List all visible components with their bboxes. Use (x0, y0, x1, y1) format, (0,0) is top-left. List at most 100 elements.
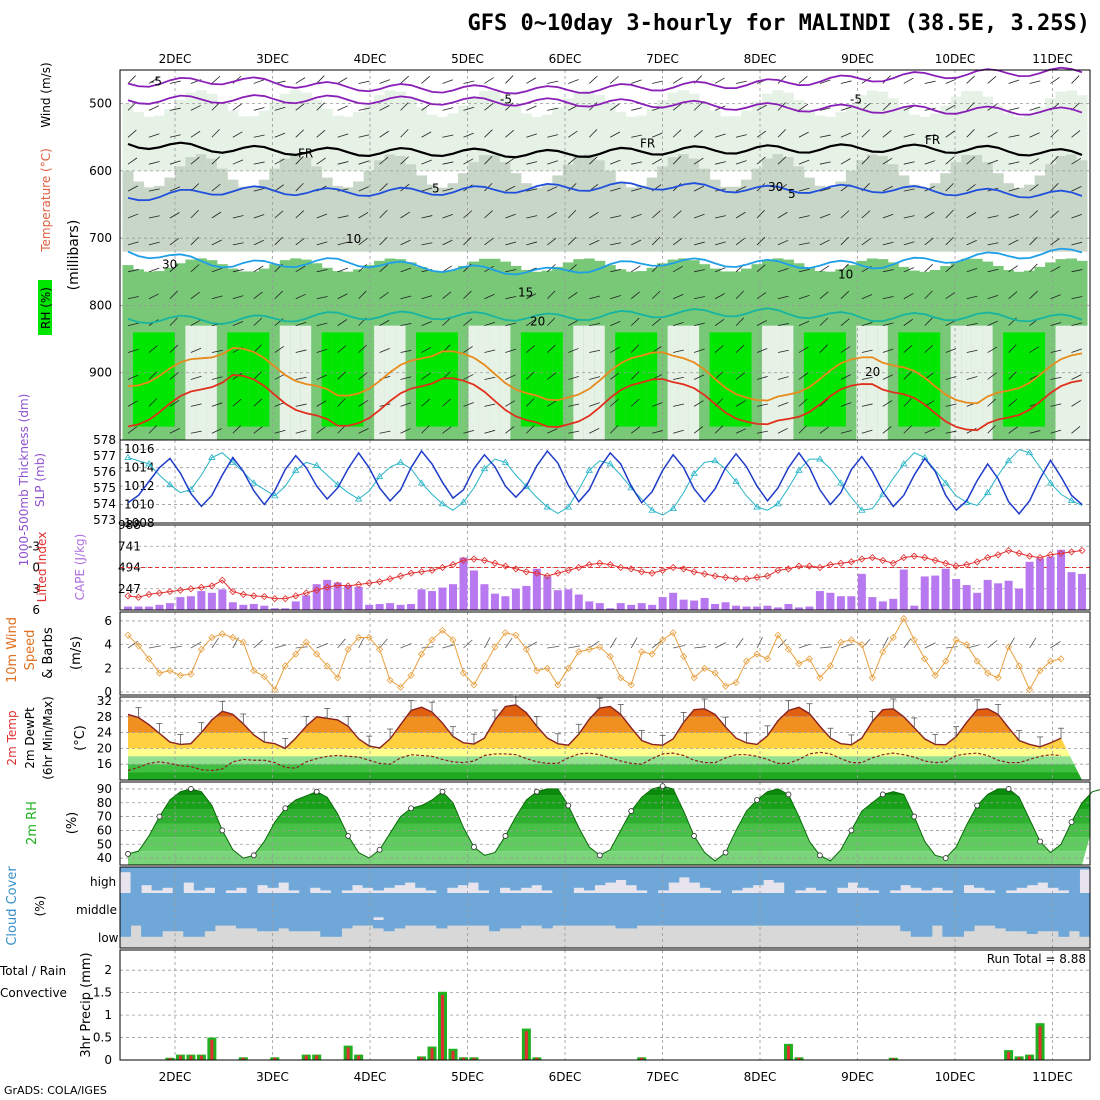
top-day-label: 2DEC (159, 52, 192, 66)
wind-barb (253, 161, 265, 165)
wind-barb (1008, 213, 1020, 219)
cloud-cell (921, 920, 933, 937)
rh-cell (992, 173, 1004, 252)
wind-barb (1071, 400, 1081, 407)
rh-point (502, 833, 509, 839)
li-point (428, 566, 436, 574)
cape-bar (753, 606, 762, 610)
cape-bar (333, 582, 342, 610)
wind-barb (190, 375, 202, 380)
rh-cell (279, 93, 291, 171)
wind-speed-point (124, 631, 132, 639)
rh-cell (174, 100, 186, 171)
wind-barb (526, 241, 538, 246)
temp-tick: 28 (97, 710, 112, 724)
wind-barb (232, 215, 244, 219)
wind-barb (442, 398, 451, 407)
bottom-day-label: 9DEC (841, 1070, 874, 1084)
rh-cell (300, 157, 312, 252)
wind-barb (295, 237, 305, 246)
wind-barb (840, 106, 852, 111)
wind-barb (358, 428, 369, 434)
cape-bar (1025, 561, 1034, 610)
temp-tick: 20 (97, 741, 112, 755)
cloud-cell (425, 867, 437, 891)
li-point (397, 572, 405, 580)
wind-barb (924, 344, 934, 353)
cloud-cell (836, 867, 848, 888)
rh-point (219, 827, 226, 834)
rh-cell (646, 108, 658, 171)
bottom-day-label: 6DEC (549, 1070, 582, 1084)
wind-barb (211, 211, 222, 219)
cloud-cell (805, 893, 817, 920)
thickness-tick: 578 (93, 433, 116, 447)
cloud-cell (278, 893, 290, 920)
wind-speed-point (910, 636, 918, 644)
surface-wind-barb (463, 639, 473, 649)
wind-barb (756, 264, 766, 273)
wind-barb (819, 398, 829, 407)
wind-barb (379, 79, 391, 84)
wind-speed-point (617, 674, 625, 682)
thickness-point (1025, 448, 1034, 456)
cloud-cell (879, 893, 891, 920)
wind-barb (232, 372, 243, 380)
cloud-cell (921, 867, 933, 891)
cape-bar (249, 603, 258, 610)
wind-barb (987, 320, 998, 327)
top-day-label: 11DEC (1032, 52, 1072, 66)
cape-bar (973, 592, 982, 610)
thickness-point (837, 479, 845, 486)
wind-barb (714, 425, 724, 434)
wind-barb (379, 264, 389, 273)
surface-wind-barb (274, 644, 287, 649)
top-day-label: 4DEC (354, 52, 387, 66)
li-point (921, 554, 929, 562)
surface-wind-barb (400, 643, 412, 649)
cloud-cell (499, 920, 511, 929)
rh-cell (227, 110, 239, 171)
li-point (1005, 546, 1013, 555)
wind-barb (526, 371, 535, 380)
wind-speed-point (407, 671, 415, 679)
surface-wind-barb (630, 637, 638, 649)
precip-convective-bar (1017, 1057, 1021, 1060)
wind-barb (987, 268, 999, 273)
cape-bar (1078, 573, 1086, 610)
wind-frame (119, 611, 1091, 696)
cloud-cell (731, 920, 743, 926)
cloud-cell (1079, 920, 1091, 937)
wind-barb (966, 268, 978, 273)
wind-barb (421, 295, 433, 300)
rh-cell (143, 187, 155, 252)
cloud-cell (847, 867, 859, 883)
li-point (606, 561, 614, 569)
wind-barb (337, 267, 349, 273)
cloud-cell (1016, 893, 1028, 920)
rh-cell (206, 93, 218, 171)
chart-title: GFS 0~10day 3-hourly for MALINDI (38.5E,… (467, 11, 1090, 36)
wind-barb (442, 79, 454, 84)
cape-bar (501, 596, 510, 610)
cloud-cell (204, 893, 216, 920)
cloud-cell (162, 893, 174, 920)
wind-barb (735, 211, 746, 219)
cape-bar (155, 604, 164, 610)
thickness-point (1046, 479, 1055, 486)
li-point (575, 563, 583, 572)
wind-barb (127, 348, 139, 353)
wind-barb (1008, 265, 1018, 273)
rh-cell (730, 186, 742, 252)
rh-cell (887, 262, 899, 440)
wind-speed-point (397, 683, 405, 691)
wind-barb (987, 425, 996, 434)
rh-cell (258, 179, 270, 252)
wind-barb (945, 376, 957, 380)
wind-barb (127, 296, 139, 300)
wind-speed-point (837, 638, 845, 646)
cloud-cell (710, 920, 722, 926)
wind-speed-point (606, 652, 614, 661)
rh-cell (992, 266, 1004, 440)
contour-label: 10 (346, 232, 361, 246)
